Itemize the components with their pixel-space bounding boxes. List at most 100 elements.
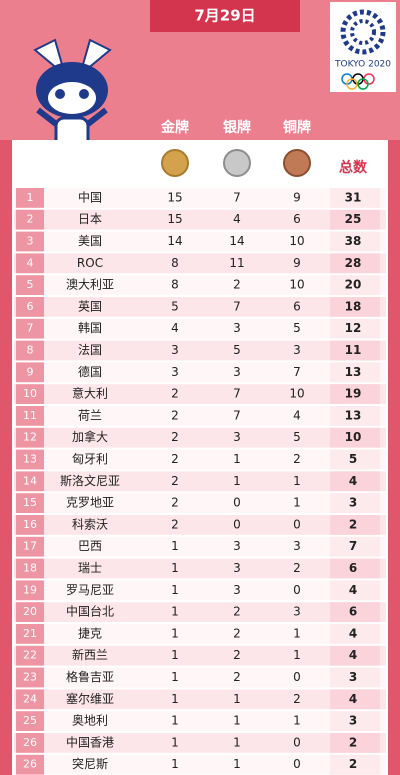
silver: 1 — [233, 757, 241, 771]
tokyo-logo: TOKYO 2020 — [330, 2, 396, 92]
bronze: 5 — [293, 321, 301, 335]
gold: 1 — [171, 605, 179, 619]
rank-cell — [16, 689, 44, 710]
rank: 25 — [23, 714, 37, 727]
silver: 7 — [233, 299, 241, 313]
rank-cell — [16, 406, 44, 426]
row-background — [14, 580, 386, 601]
column-header: 总数 — [339, 159, 368, 176]
silver: 3 — [233, 321, 241, 335]
bronze: 0 — [293, 757, 301, 771]
rank: 14 — [23, 474, 37, 487]
total: 10 — [345, 430, 362, 444]
rank-cell — [16, 602, 44, 622]
silver: 1 — [233, 735, 241, 749]
country: 日本 — [78, 212, 102, 226]
country: 韩国 — [78, 320, 102, 335]
total: 25 — [345, 212, 362, 226]
bronze: 0 — [293, 735, 301, 749]
rank: 22 — [23, 649, 37, 662]
rank-cell — [16, 493, 44, 513]
gold: 1 — [171, 583, 179, 597]
rank-cell — [16, 645, 44, 666]
rank-cell — [16, 558, 44, 579]
country: 罗马尼亚 — [66, 583, 114, 597]
rank: 2 — [27, 213, 34, 226]
silver: 3 — [233, 583, 241, 597]
rank-cell — [16, 754, 44, 775]
country: 捷克 — [78, 626, 102, 640]
rank: 21 — [23, 627, 37, 640]
row-background — [14, 624, 386, 644]
total-cell — [330, 580, 380, 601]
bronze: 3 — [293, 343, 301, 357]
bronze: 2 — [293, 561, 301, 575]
total-cell — [330, 231, 380, 252]
silver: 1 — [233, 452, 241, 466]
row-background — [14, 188, 386, 208]
silver: 1 — [233, 474, 241, 488]
rank-cell — [16, 536, 44, 557]
silver: 0 — [233, 496, 241, 510]
gold: 2 — [171, 387, 179, 401]
medal-icons — [161, 149, 311, 177]
rank: 9 — [27, 365, 34, 378]
rank: 20 — [23, 605, 37, 618]
country: 英国 — [78, 299, 102, 313]
rank: 1 — [27, 191, 34, 204]
silver: 1 — [233, 714, 241, 728]
bronze: 2 — [293, 452, 301, 466]
total: 4 — [349, 692, 357, 706]
total-cell — [330, 384, 380, 404]
total: 20 — [345, 278, 362, 292]
total-cell — [330, 624, 380, 644]
total: 13 — [345, 408, 362, 422]
silver: 2 — [233, 626, 241, 640]
silver: 0 — [233, 517, 241, 531]
row-background — [14, 733, 386, 753]
total: 12 — [345, 321, 362, 335]
rank: 26 — [23, 736, 37, 749]
date: 7月29日 — [194, 7, 255, 25]
gold: 1 — [171, 735, 179, 749]
row-background — [14, 493, 386, 513]
total-cell — [330, 602, 380, 622]
silver: 2 — [233, 670, 241, 684]
gold: 1 — [171, 561, 179, 575]
gold: 1 — [171, 648, 179, 662]
row-background — [14, 471, 386, 492]
country: 澳大利亚 — [66, 278, 114, 292]
silver: 7 — [233, 387, 241, 401]
rank: 5 — [27, 278, 34, 291]
silver: 4 — [233, 212, 241, 226]
bronze: 1 — [293, 496, 301, 510]
total-cell — [330, 667, 380, 688]
row-background — [14, 449, 386, 470]
total: 4 — [349, 474, 357, 488]
rank-cell — [16, 711, 44, 731]
total: 31 — [345, 190, 362, 204]
total-cell — [330, 515, 380, 535]
row-background — [14, 689, 386, 710]
row-background — [14, 536, 386, 557]
gold: 8 — [171, 278, 179, 292]
total: 4 — [349, 648, 357, 662]
rank: 6 — [27, 300, 34, 313]
rank: 19 — [23, 583, 37, 596]
total: 6 — [349, 561, 357, 575]
bronze: 0 — [293, 517, 301, 531]
rank-cell — [16, 188, 44, 208]
date-bar — [150, 0, 300, 32]
row-background — [14, 340, 386, 361]
silver: 3 — [233, 365, 241, 379]
rank: 24 — [23, 692, 37, 705]
silver: 2 — [233, 648, 241, 662]
total: 5 — [349, 452, 357, 466]
row-background — [14, 602, 386, 622]
bronze: 9 — [293, 256, 301, 270]
country: 法国 — [78, 343, 102, 357]
gold: 14 — [167, 234, 182, 248]
total-cell — [330, 645, 380, 666]
rank: 10 — [23, 387, 37, 400]
